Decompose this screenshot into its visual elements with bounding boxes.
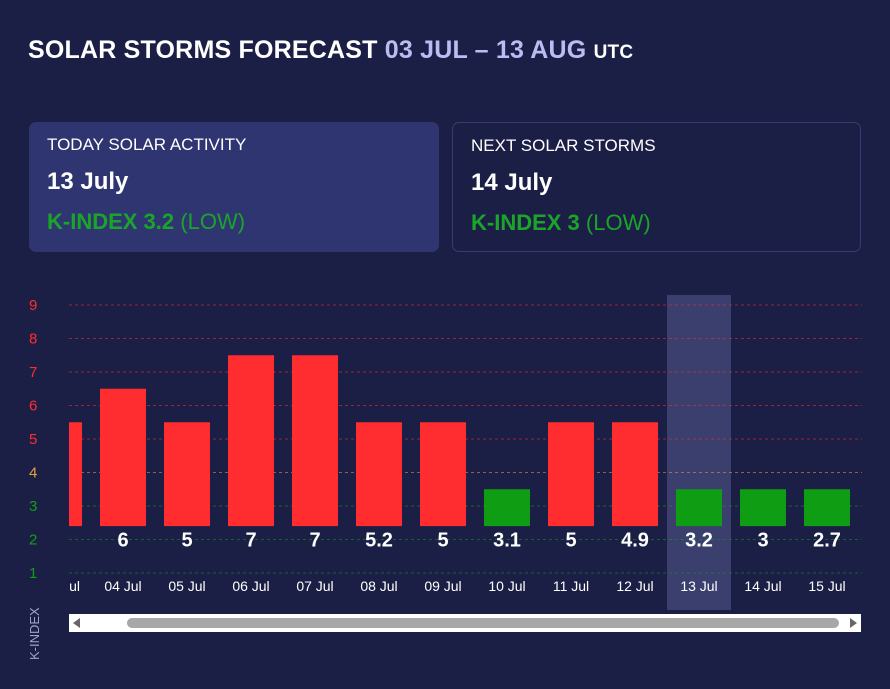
highlight-band — [667, 294, 731, 610]
today-card-date: 13 July — [47, 168, 129, 195]
next-card-kindex: K-INDEX 3 (LOW) — [471, 210, 842, 236]
page-title: SOLAR STORMS FORECAST 03 JUL – 13 AUG UT… — [28, 36, 633, 65]
bar-value-label: 5 — [181, 530, 192, 552]
bar-value-label: 3.2 — [685, 530, 713, 552]
x-tick-label: 14 Jul — [744, 578, 781, 594]
bar-value-label: 5.2 — [365, 530, 393, 552]
next-storms-card: NEXT SOLAR STORMS 14 July K-INDEX 3 (LOW… — [452, 122, 861, 252]
bar-value-label: 3 — [757, 530, 768, 552]
bar — [548, 422, 594, 527]
bar-value-label: 4.9 — [621, 530, 649, 552]
bar-value-label: 7 — [309, 530, 320, 552]
today-card-kindex: K-INDEX 3.2 (LOW) — [47, 209, 421, 235]
next-kindex-value: K-INDEX 3 — [471, 210, 580, 235]
arrow-right-icon[interactable] — [850, 618, 857, 628]
title-timezone: UTC — [593, 42, 634, 63]
bar-value-label: 3.1 — [493, 530, 521, 552]
title-range: 03 JUL – 13 AUG — [384, 36, 587, 64]
bar — [292, 355, 338, 527]
bar-value-label: 5 — [437, 530, 448, 552]
x-tick-label: 05 Jul — [168, 578, 205, 594]
x-tick-label: 12 Jul — [616, 578, 653, 594]
x-tick-label: 13 Jul — [680, 578, 717, 594]
y-tick-label: 7 — [29, 364, 37, 381]
y-tick-label: 9 — [29, 297, 37, 314]
x-tick-label: 04 Jul — [104, 578, 141, 594]
bar — [356, 422, 402, 527]
next-card-date: 14 July — [471, 169, 553, 196]
y-tick-label: 2 — [29, 532, 37, 549]
bar — [228, 355, 274, 527]
kindex-bar-chart: 1 2 3 4 5 6 7 8 9 ul 6 04 Jul 5 05 Jul 7 06 Jul 7 07 Jul 5… — [29, 294, 862, 610]
today-card-label: TODAY SOLAR ACTIVITY — [47, 135, 247, 154]
y-tick-label: 1 — [29, 565, 37, 582]
x-tick-label: 11 Jul — [553, 578, 589, 594]
x-tick-label: 09 Jul — [424, 578, 461, 594]
arrow-left-icon[interactable] — [73, 618, 80, 628]
next-kindex-level: (LOW) — [585, 210, 651, 235]
chart-scrollbar[interactable] — [69, 614, 861, 632]
y-tick-label: 3 — [29, 498, 37, 515]
bar — [804, 489, 850, 527]
y-axis-label: K-INDEX — [27, 607, 42, 660]
y-tick-label: 5 — [29, 431, 37, 448]
today-kindex-value: K-INDEX 3.2 — [47, 209, 175, 234]
x-tick-label: 06 Jul — [232, 578, 269, 594]
bar — [612, 422, 658, 527]
scrollbar-thumb[interactable] — [127, 618, 839, 628]
bar — [676, 489, 722, 527]
next-card-label: NEXT SOLAR STORMS — [471, 136, 656, 155]
bar — [164, 422, 210, 527]
bar — [100, 388, 146, 527]
bar — [484, 489, 530, 527]
today-activity-card: TODAY SOLAR ACTIVITY 13 July K-INDEX 3.2… — [29, 122, 439, 252]
bar — [69, 422, 82, 527]
x-tick-label: 07 Jul — [296, 578, 333, 594]
bar — [420, 422, 466, 527]
x-tick-label: ul — [69, 578, 80, 594]
y-tick-label: 8 — [29, 331, 37, 348]
x-tick-label: 15 Jul — [808, 578, 845, 594]
bar-value-label: 5 — [565, 530, 576, 552]
bar-value-label: 2.7 — [813, 530, 841, 552]
today-kindex-level: (LOW) — [180, 209, 246, 234]
bar — [740, 489, 786, 527]
y-tick-label: 4 — [29, 465, 37, 482]
title-prefix: SOLAR STORMS FORECAST — [28, 36, 378, 64]
y-tick-label: 6 — [29, 398, 37, 415]
x-tick-label: 08 Jul — [360, 578, 397, 594]
bar-value-label: 7 — [245, 530, 256, 552]
bar-value-label: 6 — [117, 530, 128, 552]
x-tick-label: 10 Jul — [488, 578, 525, 594]
